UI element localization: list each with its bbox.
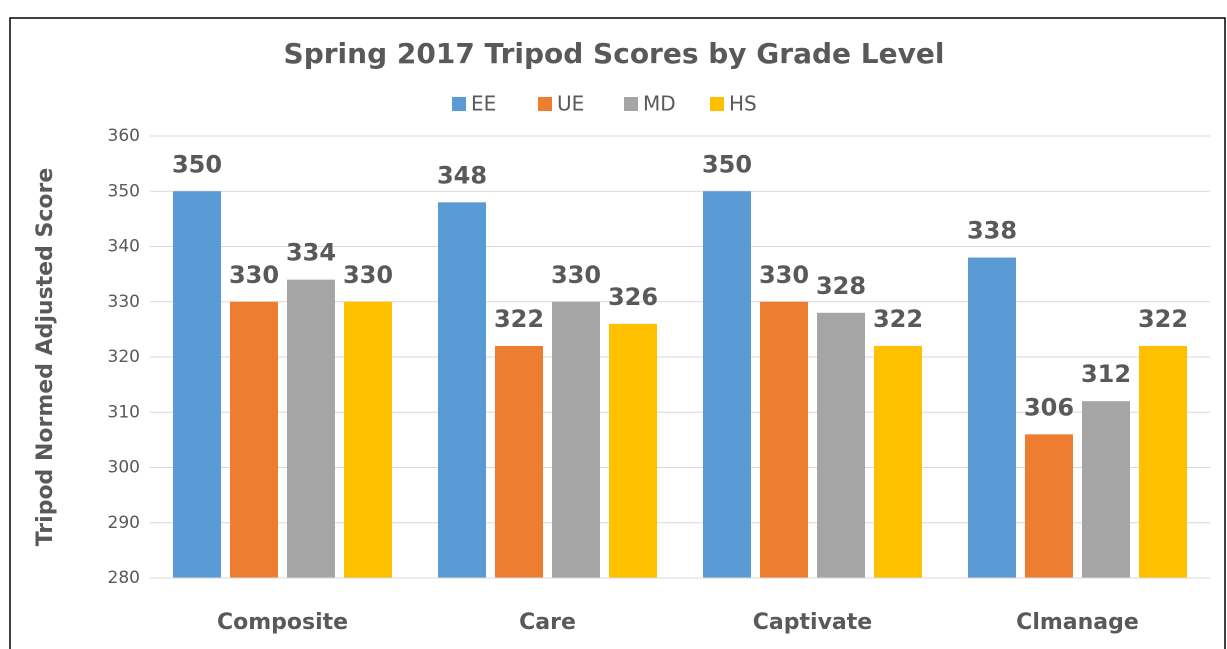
legend-swatch (624, 97, 638, 111)
bar (173, 191, 221, 578)
y-tick-label: 300 (108, 458, 140, 478)
chart-title: Spring 2017 Tripod Scores by Grade Level (284, 37, 945, 70)
bar (609, 323, 657, 578)
y-tick-label: 360 (108, 126, 140, 146)
legend-swatch (710, 97, 724, 111)
data-label: 330 (343, 261, 393, 289)
y-tick-label: 290 (108, 513, 140, 533)
y-tick-label: 320 (108, 347, 140, 367)
data-label: 334 (286, 239, 336, 267)
bar (1139, 345, 1187, 578)
x-tick-label: Care (519, 610, 576, 635)
bar (230, 301, 278, 578)
bar (1082, 401, 1130, 578)
data-label: 326 (608, 283, 658, 311)
data-label: 312 (1081, 360, 1131, 388)
legend-swatch (538, 97, 552, 111)
bar (495, 345, 543, 578)
x-tick-label: Captivate (753, 610, 872, 635)
y-tick-label: 280 (108, 568, 140, 588)
data-label: 306 (1024, 393, 1074, 421)
x-tick-label: Clmanage (1016, 610, 1139, 635)
data-label: 328 (816, 272, 866, 300)
data-label: 350 (702, 150, 752, 178)
bar (968, 257, 1016, 578)
y-tick-label: 330 (108, 292, 140, 312)
bar (1025, 434, 1073, 578)
data-label: 348 (437, 161, 487, 189)
legend-swatch (452, 97, 466, 111)
legend-label: UE (557, 92, 584, 116)
y-tick-label: 350 (108, 181, 140, 201)
chart-border (9, 17, 1226, 649)
bar (344, 301, 392, 578)
data-label: 322 (873, 305, 923, 333)
data-label: 330 (759, 261, 809, 289)
y-axis-label: Tripod Normed Adjusted Score (33, 168, 58, 547)
bar (817, 312, 865, 578)
bar (874, 345, 922, 578)
bar (287, 279, 335, 578)
data-label: 330 (551, 261, 601, 289)
bar (703, 191, 751, 578)
legend-label: MD (643, 92, 676, 116)
data-label: 330 (229, 261, 279, 289)
y-tick-label: 340 (108, 237, 140, 257)
data-label: 322 (494, 305, 544, 333)
bar (438, 202, 486, 579)
data-label: 350 (172, 150, 222, 178)
bar (760, 301, 808, 578)
legend-label: HS (729, 92, 757, 116)
data-label: 322 (1138, 305, 1188, 333)
bar (552, 301, 600, 578)
x-tick-label: Composite (217, 610, 348, 635)
legend-label: EE (471, 92, 496, 116)
y-tick-label: 310 (108, 402, 140, 422)
data-label: 338 (967, 217, 1017, 245)
